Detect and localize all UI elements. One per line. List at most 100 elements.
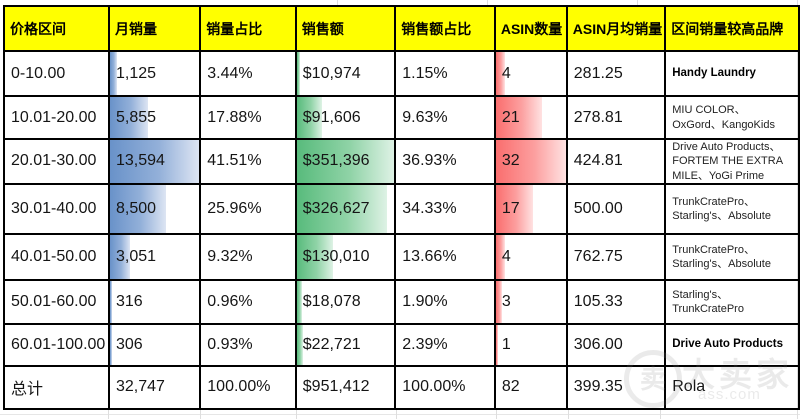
price-range-table: 价格区间 月销量 销量占比 销售额 销售额占比 ASIN数量 ASIN月均销量 … [3,5,800,410]
cell-revenue-share: 1.15% [394,50,496,97]
cell-top-brands: Starling's、TrunkCratePro [664,278,800,325]
table-row: 50.01-60.00 316 0.96% $18,078 1.90% 3 10… [3,278,800,325]
gridline [496,410,497,419]
cell-price-range: 40.01-50.00 [3,232,110,281]
cell-top-brands: Drive Auto Products [664,322,800,367]
cell-revenue-total: $951,412 [294,364,397,410]
cell-price-range: 0-10.00 [3,50,110,97]
gridline [337,0,338,5]
cell-sales-share: 9.32% [199,232,297,281]
asin-count-data-bar [496,98,542,137]
cell-price-range: 30.01-40.00 [3,182,110,235]
asin-count-data-bar [496,235,505,278]
cell-asin-avg: 306.00 [565,322,667,367]
cell-revenue: $351,396 [294,138,397,185]
asin-count-data-bar [496,140,565,182]
table-row: 30.01-40.00 8,500 25.96% $326,627 34.33%… [3,182,800,235]
gridline [487,0,488,5]
revenue-data-bar [297,140,394,182]
cell-monthly-sales: 5,855 [107,95,202,140]
revenue-data-bar [297,53,300,94]
cell-sales-share: 0.93% [199,322,297,367]
asin-count-data-bar [496,53,505,94]
header-row: 价格区间 月销量 销量占比 销售额 销售额占比 ASIN数量 ASIN月均销量 … [3,5,800,52]
cell-asin-avg: 424.81 [565,138,667,185]
cell-revenue: $22,721 [294,322,397,367]
cell-price-range: 10.01-20.00 [3,95,110,140]
cell-revenue: $18,078 [294,278,397,325]
cell-monthly-sales: 3,051 [107,232,202,281]
cell-top-brands: MIU COLOR、OxGord、KangoKids [664,95,800,140]
table-row: 20.01-30.00 13,594 41.51% $351,396 36.93… [3,138,800,185]
revenue-data-bar [297,98,323,137]
gridline [296,410,297,419]
gridline [568,410,569,419]
cell-monthly-sales: 316 [107,278,202,325]
revenue-data-bar [297,235,333,278]
header-top-brands: 区间销量较高品牌 [664,5,800,52]
cell-asin-avg: 281.25 [565,50,667,97]
table-row: 60.01-100.00 306 0.93% $22,721 2.39% 1 3… [3,322,800,367]
total-row: 总计 32,747 100.00% $951,412 100.00% 82 39… [3,364,800,410]
cell-revenue-share: 36.93% [394,138,496,185]
header-revenue-share: 销售额占比 [394,5,496,52]
header-price-range: 价格区间 [3,5,110,52]
monthly-sales-data-bar [110,325,113,364]
cell-top-brands: TrunkCratePro、Starling's、Absolute [664,232,800,281]
gridline [0,414,800,415]
cell-asin-count: 21 [493,95,568,140]
cell-sales-share-total: 100.00% [199,364,297,410]
cell-sales-share: 0.96% [199,278,297,325]
cell-asin-avg: 278.81 [565,95,667,140]
cell-top-brands: Drive Auto Products、FORTEM THE EXTRA MIL… [664,138,800,185]
header-asin-count: ASIN数量 [493,5,568,52]
gridline [396,410,397,419]
cell-asin-avg-total: 399.35 [565,364,667,410]
table-row: 0-10.00 1,125 3.44% $10,974 1.15% 4 281.… [3,50,800,97]
asin-count-data-bar [496,185,533,232]
header-monthly-sales: 月销量 [107,5,202,52]
monthly-sales-data-bar [110,140,199,182]
cell-monthly-sales: 306 [107,322,202,367]
cell-asin-count: 17 [493,182,568,235]
revenue-data-bar [297,325,304,364]
cell-price-range: 50.01-60.00 [3,278,110,325]
cell-asin-count: 4 [493,50,568,97]
revenue-data-bar [297,281,302,322]
cell-sales-share: 25.96% [199,182,297,235]
asin-count-data-bar [496,281,503,322]
monthly-sales-data-bar [110,235,130,278]
cell-top-brands: TrunkCratePro、Starling's、Absolute [664,182,800,235]
monthly-sales-data-bar [110,281,113,322]
cell-revenue-share: 1.90% [394,278,496,325]
cell-sales-share: 3.44% [199,50,297,97]
cell-asin-count: 4 [493,232,568,281]
cell-monthly-sales: 1,125 [107,50,202,97]
gridline [200,410,201,419]
cell-revenue-share: 2.39% [394,322,496,367]
header-revenue: 销售额 [294,5,397,52]
cell-asin-avg: 105.33 [565,278,667,325]
cell-asin-avg: 500.00 [565,182,667,235]
cell-revenue: $91,606 [294,95,397,140]
cell-price-range: 60.01-100.00 [3,322,110,367]
cell-asin-count: 1 [493,322,568,367]
cell-price-range: 20.01-30.00 [3,138,110,185]
monthly-sales-data-bar [110,53,118,94]
header-asin-avg-sales: ASIN月均销量 [565,5,667,52]
cell-revenue-share: 13.66% [394,232,496,281]
asin-count-data-bar [496,325,498,364]
gridline [660,410,661,419]
gridline [637,0,638,5]
table-row: 10.01-20.00 5,855 17.88% $91,606 9.63% 2… [3,95,800,140]
cell-revenue: $326,627 [294,182,397,235]
cell-revenue-share: 34.33% [394,182,496,235]
cell-top-brands-total: Rola [664,364,800,410]
gridline [108,410,109,419]
cell-asin-count: 3 [493,278,568,325]
cell-monthly-sales-total: 32,747 [107,364,202,410]
cell-sales-share: 17.88% [199,95,297,140]
cell-top-brands: Handy Laundry [664,50,800,97]
table-row: 40.01-50.00 3,051 9.32% $130,010 13.66% … [3,232,800,281]
monthly-sales-data-bar [110,98,149,137]
